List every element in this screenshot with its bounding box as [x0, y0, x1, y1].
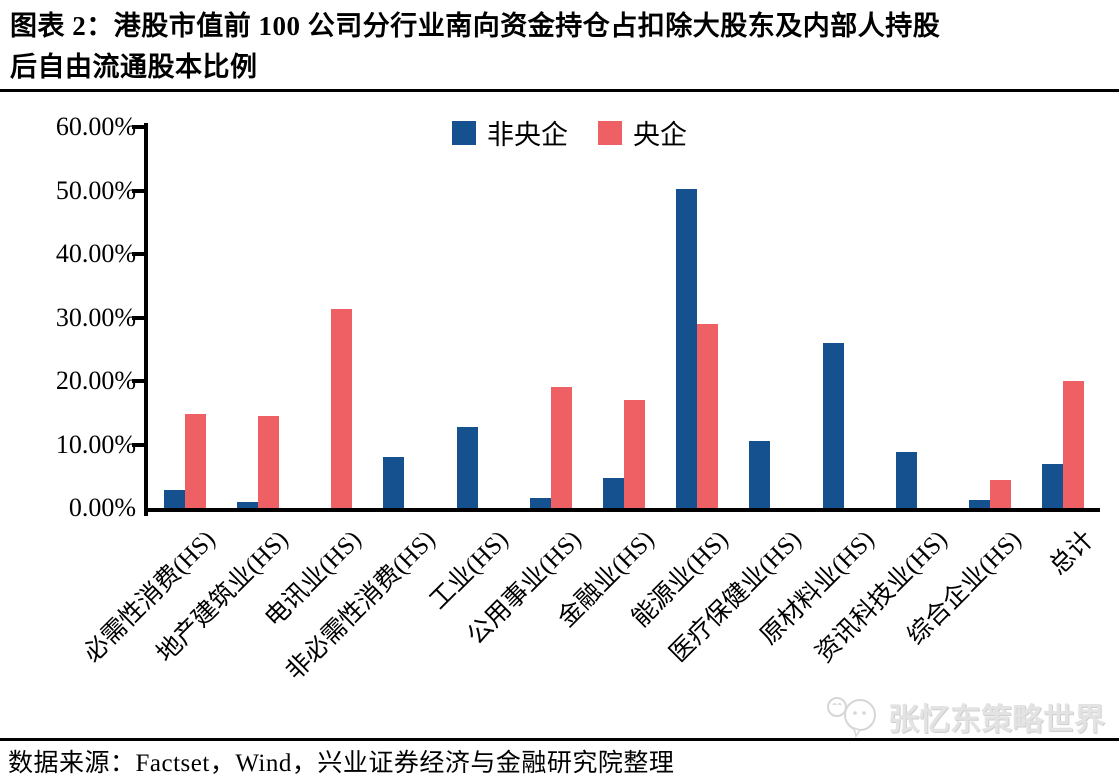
bar-non-central-soe-c9: [822, 342, 844, 508]
x-axis-line: [144, 508, 1100, 512]
y-axis-tick: [132, 315, 146, 320]
y-axis-tick: [132, 442, 146, 447]
data-source-note: 数据来源：Factset，Wind，兴业证券经济与金融研究院整理: [8, 750, 675, 777]
bar-central-soe-c6: [624, 400, 645, 508]
bar-non-central-soe-c5: [529, 498, 551, 508]
y-axis-tick-label: 50.00%: [55, 175, 136, 205]
figure-title-line1: 图表 2：港股市值前 100 公司分行业南向资金持仓占扣除大股东及内部人持股: [10, 11, 941, 41]
figure-title: 图表 2：港股市值前 100 公司分行业南向资金持仓占扣除大股东及内部人持股 后…: [10, 6, 1110, 88]
footer-divider: [0, 738, 1119, 741]
bar-non-central-soe-c10: [895, 452, 917, 508]
figure-title-line2: 后自由流通股本比例: [10, 52, 258, 82]
watermark: 张忆东策略世界: [826, 694, 1105, 739]
y-axis-tick: [132, 252, 146, 256]
bar-non-central-soe-c0: [163, 490, 185, 508]
bar-non-central-soe-c12: [1042, 463, 1064, 508]
y-axis-tick-label: 60.00%: [55, 112, 136, 141]
chat-mascot-icon: [827, 696, 876, 738]
bar-central-soe-c2: [331, 308, 353, 508]
chart-legend: 非央企 央企: [452, 113, 687, 152]
bar-non-central-soe-c1: [236, 502, 258, 508]
legend-swatch-central-soe-icon: [598, 120, 622, 145]
legend-swatch-non-central-soe-icon: [452, 120, 476, 145]
title-divider: [0, 89, 1119, 92]
y-axis-tick-label: 20.00%: [55, 366, 136, 395]
bar-non-central-soe-c4: [456, 427, 478, 508]
bar-central-soe-c1: [257, 415, 279, 508]
y-axis-tick: [132, 188, 146, 193]
bar-non-central-soe-c3: [383, 457, 405, 508]
y-axis-tick-label: 30.00%: [55, 302, 136, 332]
bar-non-central-soe-c11: [969, 500, 991, 508]
x-axis-label: 总计: [1044, 525, 1100, 581]
legend-item-non-central-soe: 非央企: [452, 113, 568, 152]
bar-central-soe-c0: [184, 414, 206, 508]
bar-non-central-soe-c8: [749, 440, 771, 508]
legend-item-central-soe: 央企: [598, 113, 687, 152]
bar-central-soe-c12: [1063, 381, 1085, 508]
bar-central-soe-c5: [550, 387, 572, 508]
y-axis-tick: [132, 125, 146, 129]
bar-non-central-soe-c7: [676, 188, 698, 508]
legend-label-non-central-soe: 非央企: [487, 120, 568, 150]
watermark-text: 张忆东策略世界: [888, 702, 1105, 737]
bar-central-soe-c11: [990, 480, 1012, 508]
y-axis-tick: [132, 379, 146, 383]
bar-non-central-soe-c6: [603, 478, 624, 508]
y-axis-line: [144, 123, 148, 516]
legend-label-central-soe: 央企: [633, 120, 687, 150]
y-axis-tick-label: 10.00%: [55, 429, 136, 459]
bar-central-soe-c7: [697, 323, 719, 508]
y-axis-tick-label: 40.00%: [55, 239, 136, 268]
y-axis-tick-label: 0.00%: [68, 493, 136, 522]
